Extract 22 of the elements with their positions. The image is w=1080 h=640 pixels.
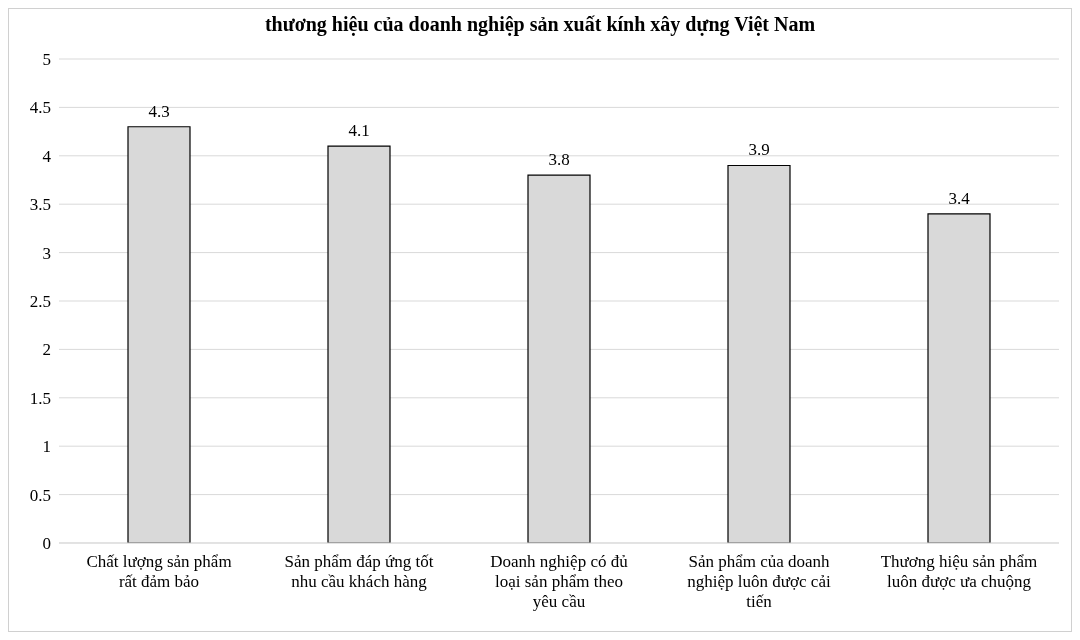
- y-tick-label: 5: [42, 50, 51, 70]
- x-tick-label: Sản phẩm đáp ứng tốt nhu cầu khách hàng: [284, 552, 434, 591]
- y-tick-label: 1.5: [29, 388, 51, 408]
- data-label: 3.8: [548, 150, 570, 170]
- y-tick-label: 2: [42, 340, 51, 360]
- data-label: 3.4: [948, 188, 971, 208]
- y-tick-label: 0: [42, 534, 51, 554]
- chart-title: thương hiệu của doanh nghiệp sản xuất kính xây dựng Việt Nam: [263, 13, 817, 36]
- x-tick-label: Doanh nghiệp có đủ loại sản phẩm theo yêu cầu: [490, 552, 629, 611]
- y-tick-label: 2.5: [29, 292, 51, 312]
- y-tick-label: 3: [42, 243, 51, 263]
- x-tick-label: Chất lượng sản phẩm rất đảm bảo: [86, 552, 232, 591]
- y-tick-label: 1: [42, 437, 51, 457]
- data-label: 3.9: [748, 140, 770, 160]
- data-label: 4.1: [348, 121, 370, 141]
- y-tick-label: 0.5: [29, 485, 51, 505]
- data-label: 4.3: [148, 101, 170, 121]
- x-tick-label: Thương hiệu sản phẩm luôn được ưa chuộng: [880, 552, 1038, 591]
- y-tick-label: 3.5: [29, 195, 51, 215]
- y-tick-label: 4.5: [29, 98, 51, 118]
- y-tick-label: 4: [42, 146, 52, 166]
- x-tick-label: Sản phẩm của doanh nghiệp luôn được cải tiến: [687, 552, 831, 611]
